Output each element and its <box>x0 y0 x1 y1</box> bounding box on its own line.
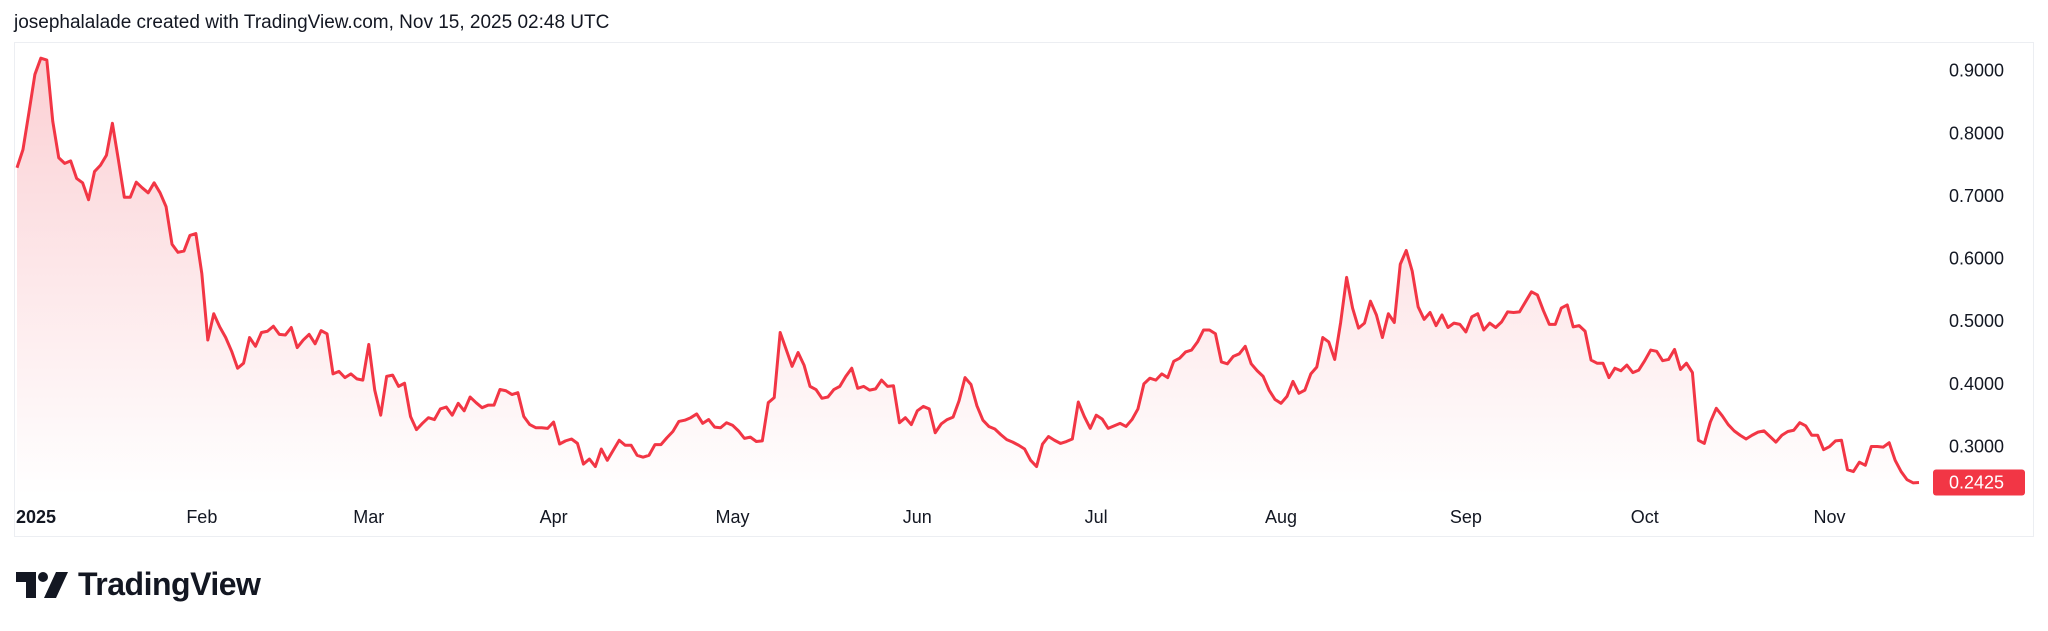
y-tick-label: 0.5000 <box>1949 311 2004 331</box>
x-tick-label: 2025 <box>16 507 56 527</box>
x-tick-label: Sep <box>1450 507 1482 527</box>
x-tick-label: Nov <box>1814 507 1846 527</box>
last-price-label-bg <box>1933 469 2025 496</box>
y-tick-label: 0.9000 <box>1949 61 2004 81</box>
y-tick-label: 0.6000 <box>1949 249 2004 269</box>
y-tick-label: 0.3000 <box>1949 437 2004 457</box>
price-line <box>15 56 1920 485</box>
x-tick-label: Oct <box>1631 507 1659 527</box>
y-tick-label: 0.7000 <box>1949 186 2004 206</box>
brand-name: TradingView <box>78 566 261 602</box>
y-tick-label: 0.4000 <box>1949 374 2004 394</box>
x-tick-label: Aug <box>1265 507 1297 527</box>
y-tick-label: 0.8000 <box>1949 123 2004 143</box>
x-tick-label: Mar <box>353 507 384 527</box>
x-tick-label: Apr <box>540 507 568 527</box>
x-tick-label: Feb <box>186 507 217 527</box>
x-tick-label: May <box>715 507 749 527</box>
x-tick-label: Jun <box>903 507 932 527</box>
x-tick-label: Jul <box>1085 507 1108 527</box>
price-area-fill <box>17 58 1919 495</box>
last-price-label: 0.2425 <box>1949 473 2004 493</box>
price-chart[interactable]: 0.9000 0.8000 0.7000 0.6000 0.5000 0.4000 0.30… <box>15 43 2035 538</box>
chart-panel[interactable]: 0.9000 0.8000 0.7000 0.6000 0.5000 0.4000 0.30… <box>14 42 2034 537</box>
tradingview-logo-icon <box>16 571 68 598</box>
tradingview-branding[interactable]: TradingView <box>16 566 261 603</box>
chart-caption: josephalalade created with TradingView.c… <box>14 12 610 33</box>
